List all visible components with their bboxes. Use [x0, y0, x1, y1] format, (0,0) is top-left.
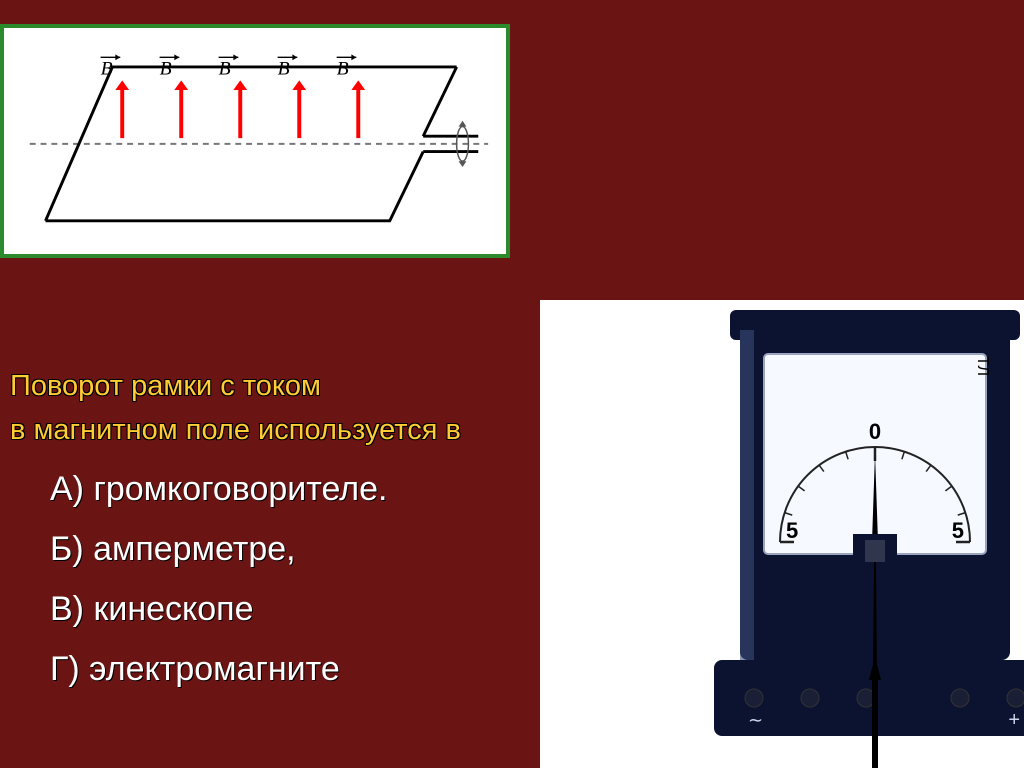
device-panel: 5 0 5 ТЛ ∼ + — [540, 300, 1024, 768]
svg-text:B: B — [219, 59, 231, 80]
question-block: Поворот рамки с токомв магнитном поле ис… — [10, 364, 461, 452]
diagram-inner: BBBBB — [16, 40, 494, 242]
svg-text:B: B — [337, 59, 349, 80]
svg-text:B: B — [160, 59, 172, 80]
svg-text:5: 5 — [952, 518, 964, 543]
question-stem-line: Поворот рамки с током — [10, 364, 461, 408]
answer-option: В) кинескопе — [10, 590, 254, 629]
answer-option: Б) амперметре, — [10, 530, 296, 569]
diagram-panel: BBBBB — [0, 24, 510, 258]
svg-text:ТЛ: ТЛ — [974, 356, 991, 376]
slide-root: B B B B B Поворот рамки с токомв магнитном п… — [0, 0, 1024, 768]
answer-option: Г) электромагните — [10, 650, 340, 689]
answer-option: А) громкоговорителе. — [10, 470, 387, 509]
svg-text:B: B — [278, 59, 290, 80]
question-stem-line: в магнитном поле используется в — [10, 408, 461, 452]
frame-diagram: BBBBB — [16, 40, 494, 242]
svg-text:0: 0 — [869, 419, 881, 444]
galvanometer-illustration: 5 0 5 ТЛ ∼ + — [540, 300, 1024, 768]
svg-text:+: + — [1008, 709, 1020, 731]
svg-text:∼: ∼ — [748, 710, 763, 730]
svg-text:B: B — [101, 59, 113, 80]
svg-text:5: 5 — [786, 518, 798, 543]
